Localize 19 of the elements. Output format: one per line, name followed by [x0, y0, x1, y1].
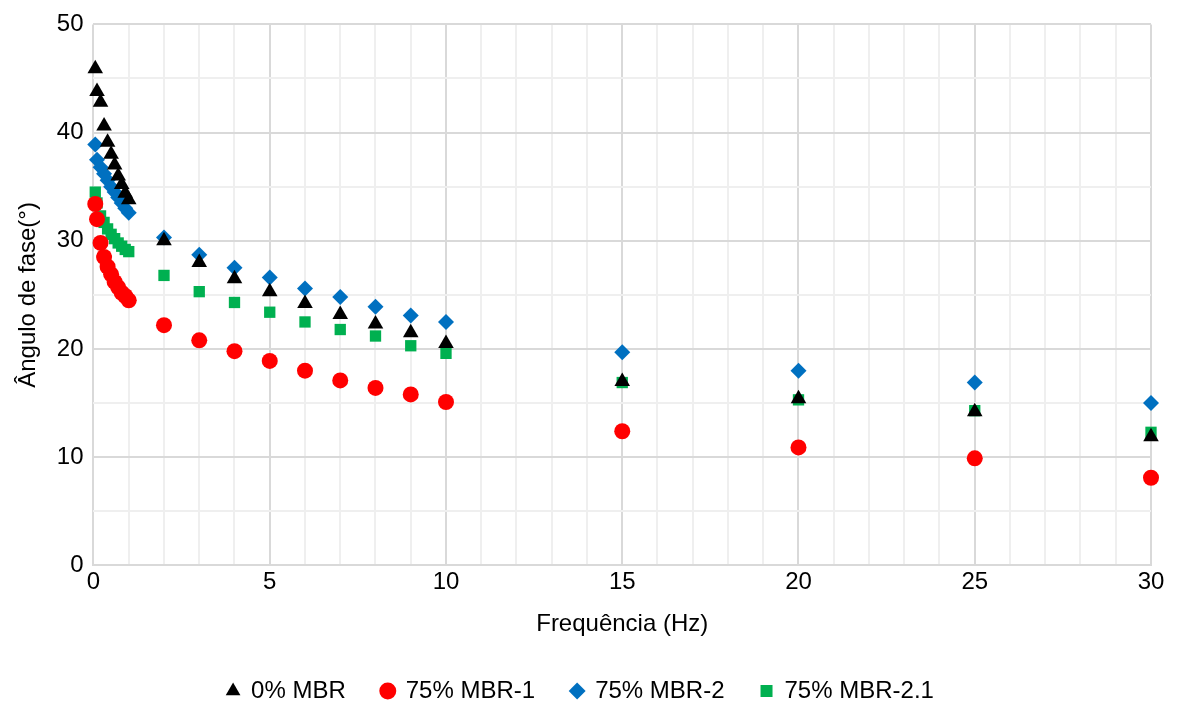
y-tick-label: 50 [56, 9, 84, 37]
x-tick-label: 5 [263, 567, 277, 595]
y-tick-label: 20 [56, 333, 84, 361]
y-tick-label: 30 [56, 225, 84, 253]
x-tick-label: 10 [432, 567, 460, 595]
y-tick-label: 10 [56, 441, 84, 469]
x-tick-label: 30 [1137, 567, 1165, 595]
y-tick-label: 0 [70, 550, 84, 578]
y-axis-title: Ângulo de fase(°) [13, 202, 41, 388]
y-tick-label: 40 [56, 117, 84, 145]
legend-label: 75% MBR-2.1 [784, 675, 934, 703]
legend-label: 75% MBR-1 [405, 675, 536, 703]
x-tick-label: 20 [785, 567, 812, 595]
x-tick-label: 15 [608, 567, 636, 595]
legend-label: 75% MBR-2 [595, 675, 725, 703]
x-axis-title: Frequência (Hz) [536, 609, 709, 637]
legend-label: 0% MBR [251, 675, 346, 703]
x-tick-label: 25 [961, 567, 989, 595]
x-tick-label: 0 [86, 567, 101, 595]
